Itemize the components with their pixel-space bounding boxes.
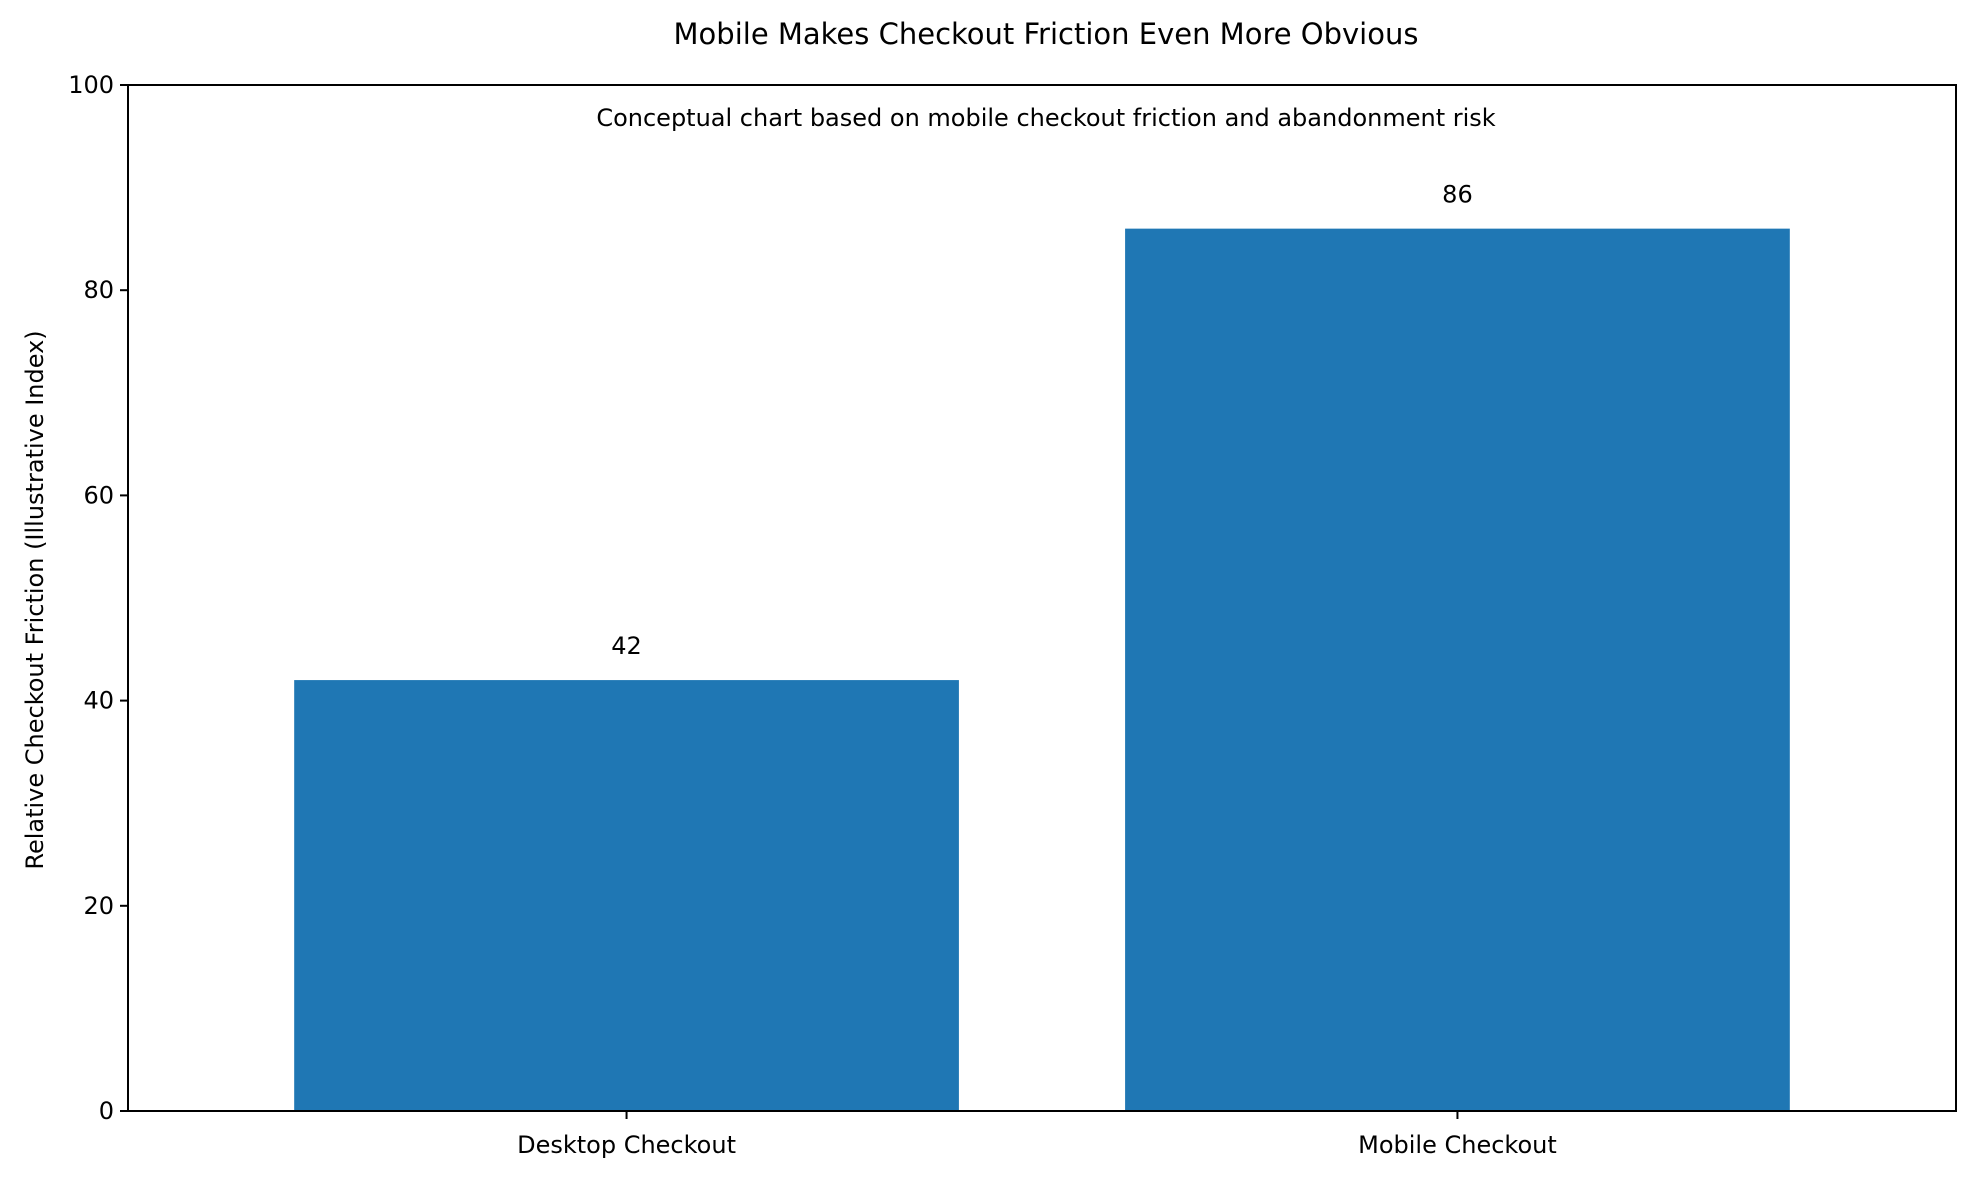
y-tick-label: 40 [83, 687, 114, 715]
chart-title: Mobile Makes Checkout Friction Even More… [674, 17, 1419, 51]
bar-value-label: 86 [1442, 181, 1473, 209]
x-axis: Desktop Checkout Mobile Checkout [517, 1111, 1557, 1159]
y-axis: 0 20 40 60 80 100 [68, 71, 128, 1125]
chart-annotation: Conceptual chart based on mobile checkou… [596, 104, 1495, 132]
y-tick-label: 80 [83, 276, 114, 304]
x-tick-label: Mobile Checkout [1358, 1131, 1557, 1159]
y-tick-label: 20 [83, 892, 114, 920]
y-tick-label: 60 [83, 481, 114, 509]
bar-value-label: 42 [611, 632, 642, 660]
plot-frame [127, 84, 1957, 1112]
bar-mobile-checkout [1125, 228, 1790, 1111]
y-tick-label: 0 [99, 1097, 114, 1125]
bar-desktop-checkout [294, 680, 959, 1111]
x-tick-label: Desktop Checkout [517, 1131, 736, 1159]
y-axis-label: Relative Checkout Friction (Illustrative… [21, 330, 49, 869]
bars-layer [294, 228, 1790, 1111]
value-labels-layer: 42 86 [611, 181, 1472, 660]
y-tick-label: 100 [68, 71, 114, 99]
